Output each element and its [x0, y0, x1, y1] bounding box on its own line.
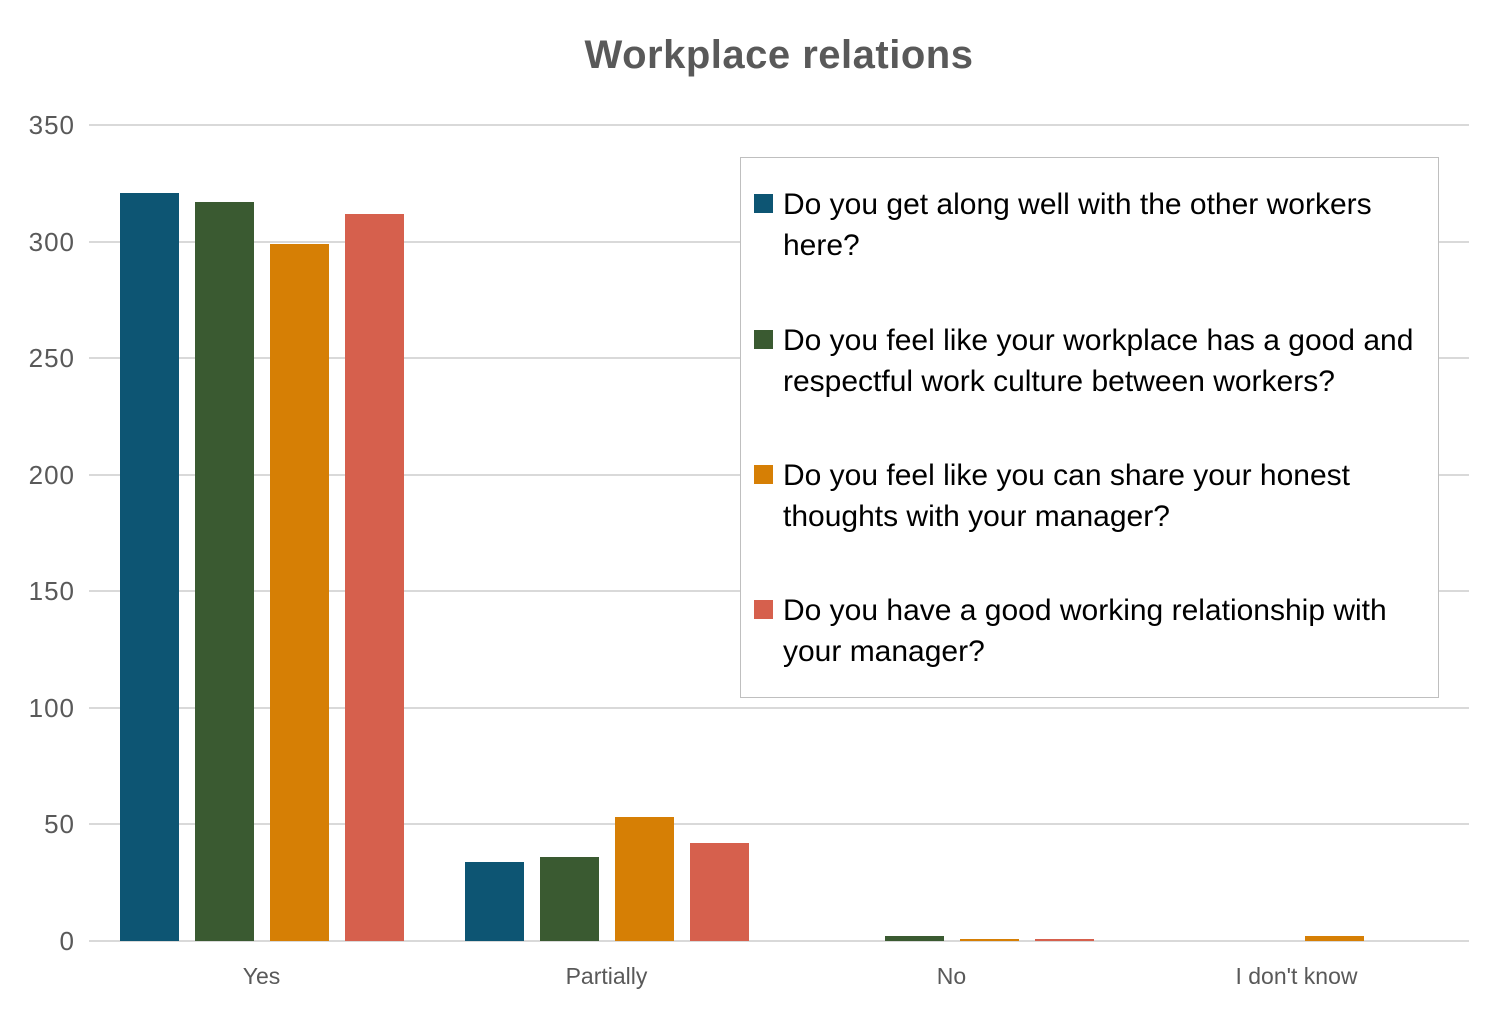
y-tick-label: 100	[28, 692, 75, 723]
x-category-label: No	[936, 963, 967, 989]
y-tick-label: 350	[28, 110, 75, 140]
legend-box: Do you get along well with the other wor…	[740, 157, 1439, 698]
x-category-label: Yes	[242, 963, 281, 989]
legend-label: Do you feel like your workplace has a go…	[783, 324, 1414, 398]
bar	[540, 857, 599, 941]
x-category-label: Partially	[565, 963, 648, 989]
bar	[885, 936, 944, 941]
legend-label: Do you have a good working relationship …	[783, 594, 1387, 668]
y-tick-label: 300	[28, 226, 75, 257]
legend-item: Do you have a good working relationship …	[754, 590, 1423, 672]
legend-item: Do you feel like your workplace has a go…	[754, 320, 1423, 402]
bar	[345, 213, 404, 941]
gridline	[89, 940, 1469, 942]
legend-swatch-icon	[754, 194, 773, 213]
chart-title: Workplace relations	[584, 33, 974, 77]
legend-item: Do you get along well with the other wor…	[754, 184, 1423, 266]
bar	[270, 243, 329, 941]
legend-swatch-icon	[754, 600, 773, 619]
legend-label: Do you feel like you can share your hone…	[783, 459, 1350, 533]
legend-swatch-icon	[754, 465, 773, 484]
y-tick-label: 50	[44, 809, 75, 840]
gridline	[89, 706, 1469, 709]
bar	[1305, 936, 1364, 941]
legend-swatch-icon	[754, 330, 773, 349]
gridline	[89, 124, 1469, 126]
y-tick-label: 150	[28, 576, 75, 607]
legend-item: Do you feel like you can share your hone…	[754, 455, 1423, 537]
bar	[195, 201, 254, 941]
y-tick-label: 0	[59, 926, 75, 956]
bar	[120, 192, 179, 941]
x-category-label: I don't know	[1235, 963, 1358, 989]
bar	[615, 817, 674, 941]
y-tick-label: 200	[28, 459, 75, 490]
legend-label: Do you get along well with the other wor…	[783, 188, 1372, 262]
gridline	[89, 823, 1469, 826]
bar	[465, 861, 524, 941]
bar	[960, 938, 1019, 941]
y-tick-label: 250	[28, 343, 75, 374]
bar	[1035, 938, 1094, 941]
bar	[690, 843, 749, 941]
